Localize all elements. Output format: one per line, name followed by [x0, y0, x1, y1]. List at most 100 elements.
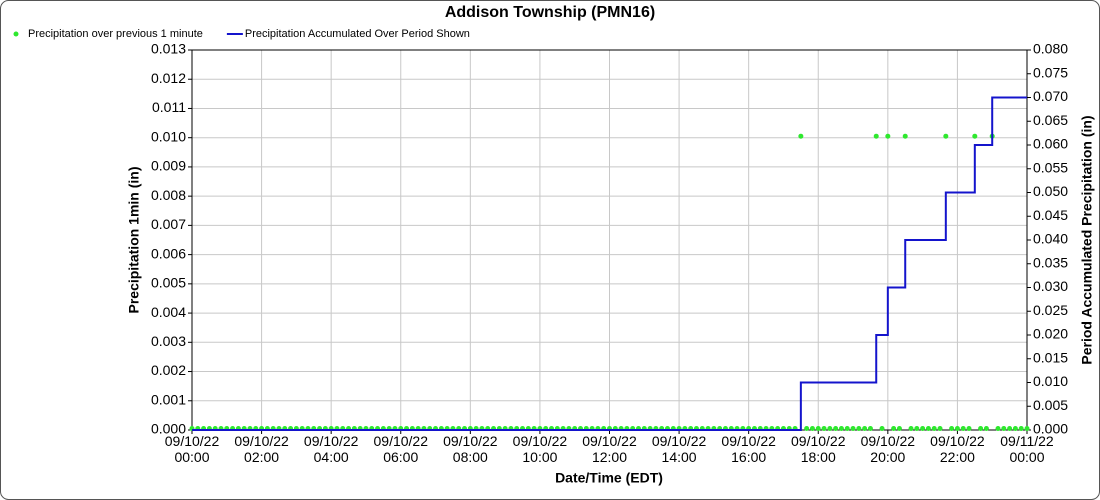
x-tick-label: 09/10/22 16:00 — [721, 433, 776, 465]
precip-dot — [1018, 426, 1024, 431]
precip-dot — [856, 426, 862, 431]
chart-title: Addison Township (PMN16) — [445, 4, 655, 21]
y2-tick-label: 0.000 — [1033, 421, 1068, 437]
legend-label: Precipitation Accumulated Over Period Sh… — [245, 28, 470, 40]
y-axis-label: Precipitation 1min (in) — [126, 166, 142, 313]
x-tick-time: 02:00 — [244, 449, 279, 465]
x-tick-date: 09/10/22 — [652, 433, 707, 449]
precip-dot — [914, 426, 920, 431]
x-tick-date: 09/10/22 — [791, 433, 846, 449]
precip-dot — [873, 133, 879, 139]
precip-dot — [1024, 426, 1030, 431]
x-tick-time: 14:00 — [662, 449, 697, 465]
x-tick-time: 08:00 — [453, 449, 488, 465]
x-tick-date: 09/10/22 — [374, 433, 429, 449]
precip-dot — [815, 426, 821, 431]
x-tick-label: 09/10/22 06:00 — [374, 433, 429, 465]
precip-dot — [1001, 426, 1007, 431]
y-tick-label: 0.008 — [151, 187, 186, 203]
x-tick-time: 22:00 — [940, 449, 975, 465]
x-tick-time: 06:00 — [383, 449, 418, 465]
x-tick-time: 20:00 — [870, 449, 905, 465]
y-tick-label: 0.011 — [152, 99, 186, 115]
precip-dot — [943, 133, 949, 139]
precip-dot — [1007, 426, 1013, 431]
precip-dot — [920, 426, 926, 431]
y-tick-label: 0.005 — [151, 275, 186, 291]
precip-dot — [844, 426, 850, 431]
legend-label: Precipitation over previous 1 minute — [28, 28, 203, 40]
x-tick-date: 09/10/22 — [165, 433, 220, 449]
x-tick-label: 09/10/22 18:00 — [791, 433, 846, 465]
precip-dot — [879, 426, 885, 431]
y-tick-label: 0.000 — [151, 421, 186, 437]
y-tick-label: 0.001 — [151, 391, 186, 407]
precip-dot — [885, 133, 891, 139]
x-tick-time: 18:00 — [801, 449, 836, 465]
y-tick-label: 0.004 — [151, 304, 186, 320]
y2-axis-label: Period Accumulated Precipitation (in) — [1079, 115, 1095, 364]
precip-dot — [949, 426, 955, 431]
x-tick-label: 09/10/22 08:00 — [443, 433, 498, 465]
y-tick-label: 0.009 — [151, 158, 186, 174]
x-tick-time: 10:00 — [522, 449, 557, 465]
precip-dot — [966, 426, 972, 431]
y2-tick-label: 0.020 — [1033, 326, 1068, 342]
x-tick-label: 09/10/22 02:00 — [234, 433, 289, 465]
y2-tick-label: 0.075 — [1033, 64, 1068, 80]
precip-dot — [995, 426, 1001, 431]
x-tick-date: 09/10/22 — [721, 433, 776, 449]
precip-dot — [983, 426, 989, 431]
x-tick-label: 09/11/22 00:00 — [1000, 433, 1054, 465]
precip-dot — [925, 426, 931, 431]
y2-tick-label: 0.025 — [1033, 302, 1068, 318]
y2-tick-label: 0.065 — [1033, 112, 1068, 128]
precip-dot — [896, 426, 902, 431]
precip-dot — [827, 426, 833, 431]
legend-marker — [13, 31, 19, 37]
precip-dot — [867, 426, 873, 431]
x-tick-time: 00:00 — [1009, 449, 1044, 465]
y2-tick-label: 0.040 — [1033, 231, 1068, 247]
y2-tick-label: 0.060 — [1033, 136, 1068, 152]
y2-tick-label: 0.005 — [1033, 397, 1068, 413]
precip-dot — [972, 133, 978, 139]
precip-dot — [1012, 426, 1018, 431]
x-tick-label: 09/10/22 14:00 — [652, 433, 707, 465]
precip-dot — [804, 426, 810, 431]
x-tick-label: 09/10/22 10:00 — [513, 433, 568, 465]
precip-dot — [978, 426, 984, 431]
precip-dot — [937, 426, 943, 431]
y2-tick-label: 0.030 — [1033, 278, 1068, 294]
x-tick-date: 09/10/22 — [861, 433, 916, 449]
y2-tick-label: 0.035 — [1033, 254, 1068, 270]
x-tick-time: 04:00 — [314, 449, 349, 465]
precip-dot — [902, 133, 908, 139]
precip-dot — [850, 426, 856, 431]
precip-dot — [833, 426, 839, 431]
precip-dot — [809, 426, 815, 431]
y2-tick-label: 0.010 — [1033, 373, 1068, 389]
y-tick-label: 0.013 — [151, 41, 186, 57]
precip-dot — [908, 426, 914, 431]
y2-tick-label: 0.055 — [1033, 159, 1068, 175]
precip-dot — [954, 426, 960, 431]
y-tick-label: 0.002 — [151, 362, 186, 378]
x-tick-date: 09/10/22 — [513, 433, 568, 449]
x-tick-date: 09/10/22 — [443, 433, 498, 449]
precip-dot — [891, 426, 897, 431]
accumulated-line — [192, 96, 1027, 431]
y2-tick-label: 0.015 — [1033, 349, 1068, 365]
y2-tick-label: 0.080 — [1033, 41, 1068, 57]
y-tick-label: 0.003 — [151, 333, 186, 349]
precip-dot — [931, 426, 937, 431]
y-tick-label: 0.010 — [151, 128, 186, 144]
precip-dot — [838, 426, 844, 431]
x-tick-time: 12:00 — [592, 449, 627, 465]
x-tick-label: 09/10/22 12:00 — [582, 433, 637, 465]
x-tick-date: 09/10/22 — [234, 433, 289, 449]
x-tick-label: 09/10/22 04:00 — [304, 433, 359, 465]
y-tick-label: 0.007 — [151, 216, 186, 232]
x-tick-label: 09/10/22 22:00 — [930, 433, 985, 465]
